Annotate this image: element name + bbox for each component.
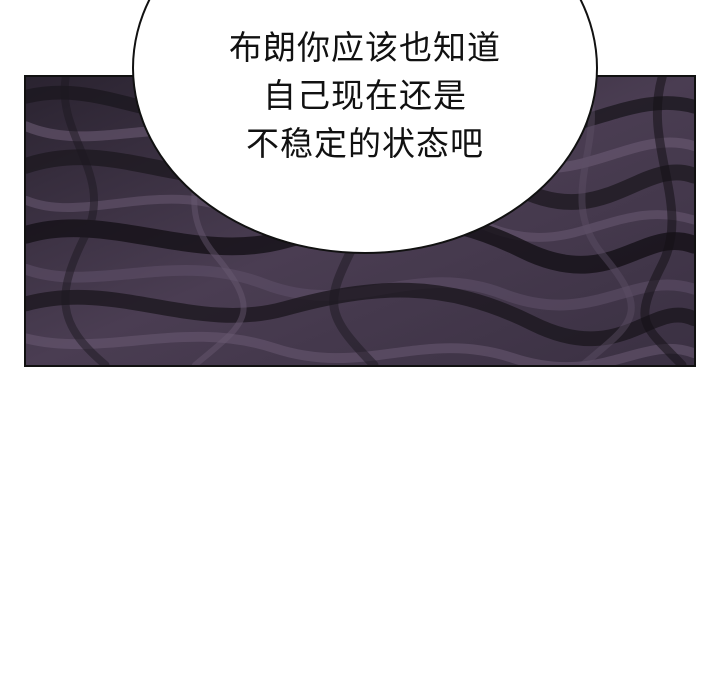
speech-line-2: 自己现在还是 [263, 76, 467, 115]
speech-line-3: 不稳定的状态吧 [246, 124, 484, 163]
speech-bubble-text: 布朗你应该也知道 自己现在还是 不稳定的状态吧 [132, 24, 598, 168]
speech-line-1: 布朗你应该也知道 [229, 28, 501, 67]
